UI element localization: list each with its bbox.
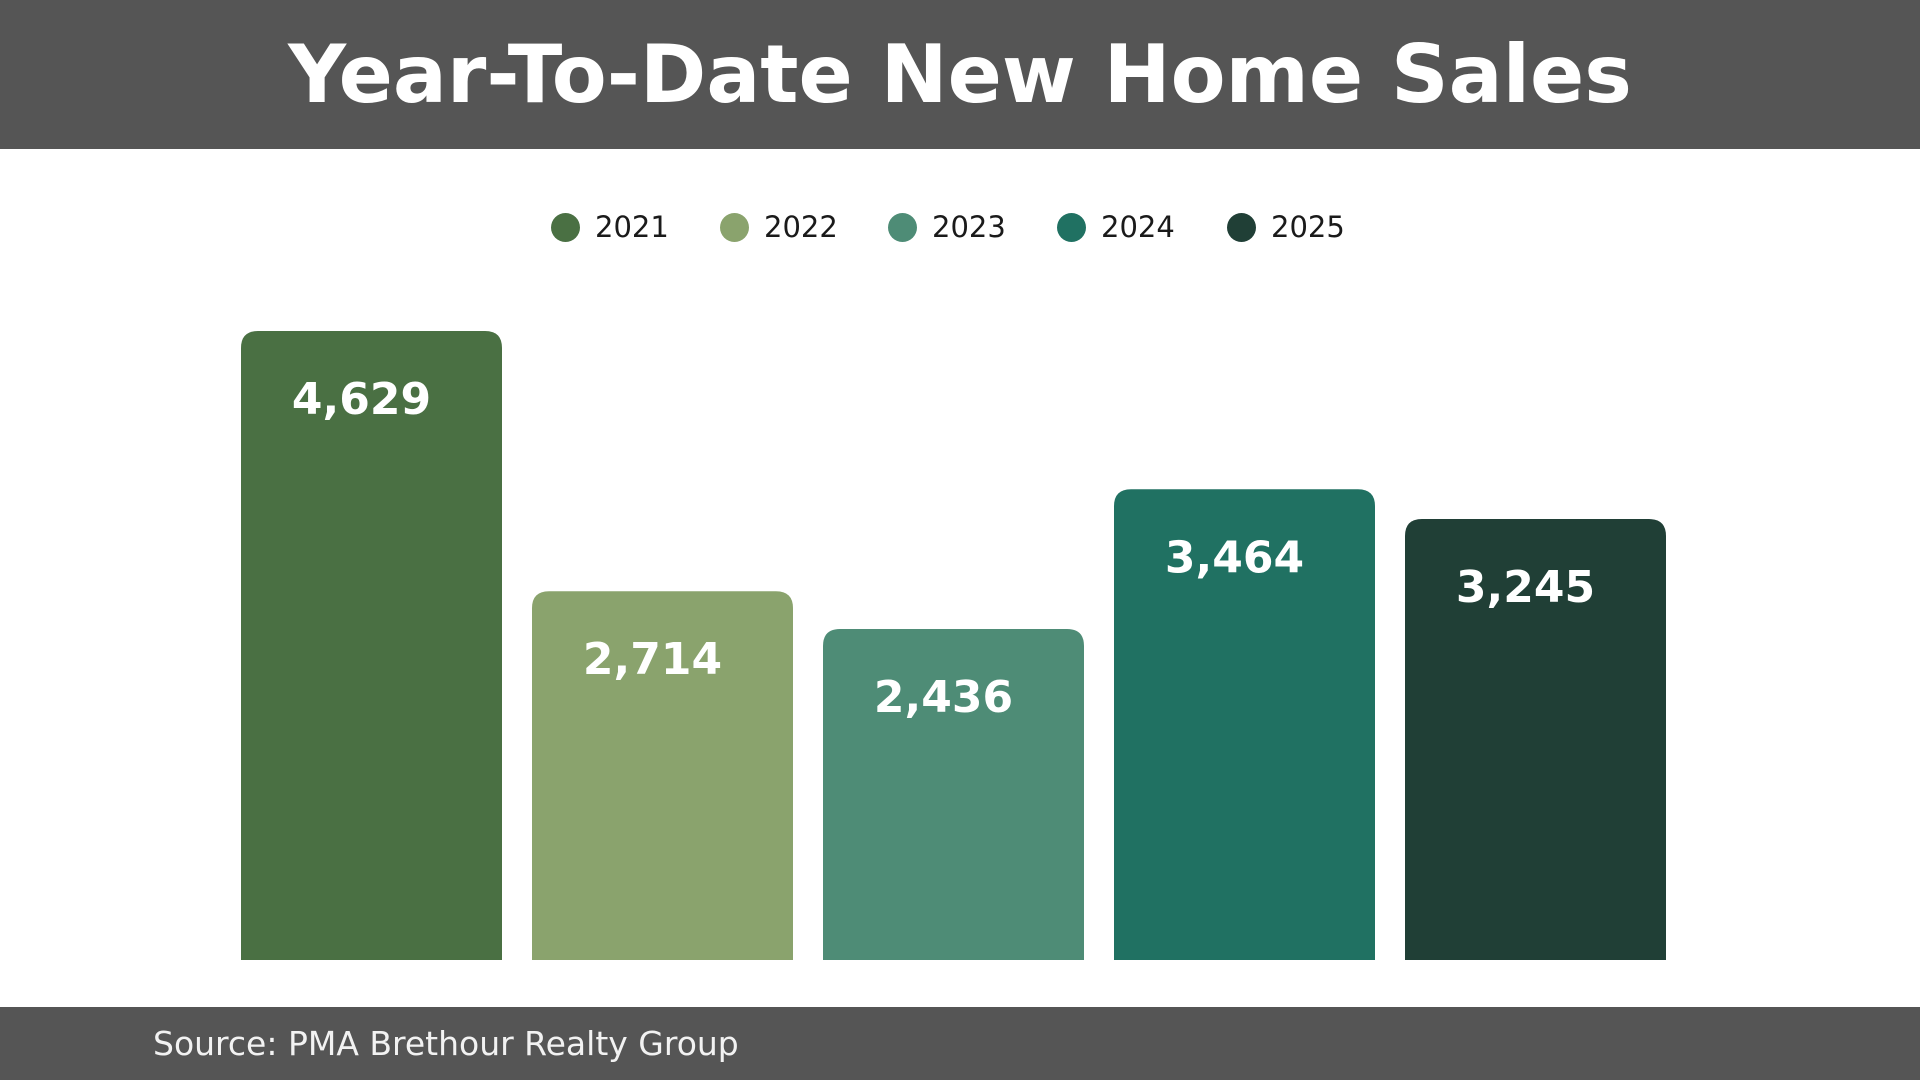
bar-2025 — [1405, 519, 1666, 960]
source-note: Source: PMA Brethour Realty Group — [153, 1024, 739, 1063]
chart-title: Year-To-Date New Home Sales — [288, 27, 1632, 121]
legend-swatch-2021 — [551, 212, 580, 242]
bar-value-label-2021: 4,629 — [292, 374, 431, 425]
chart-header: Year-To-Date New Home Sales — [0, 0, 1920, 149]
legend-swatch-2024 — [1057, 212, 1086, 242]
chart-footer: Source: PMA Brethour Realty Group — [0, 1007, 1920, 1080]
legend-item-2024: 2024 — [1057, 205, 1175, 249]
legend-item-2021: 2021 — [551, 205, 669, 249]
bar-value-label-2023: 2,436 — [874, 672, 1013, 723]
bar-value-label-2024: 3,464 — [1165, 532, 1304, 583]
legend-item-2025: 2025 — [1227, 205, 1345, 249]
legend-label-2022: 2022 — [764, 210, 838, 244]
legend-item-2022: 2022 — [720, 205, 838, 249]
legend-label-2023: 2023 — [932, 210, 1006, 244]
bar-2024 — [1114, 489, 1375, 960]
legend-label-2024: 2024 — [1101, 210, 1175, 244]
legend-swatch-2025 — [1227, 212, 1256, 242]
legend-swatch-2022 — [720, 212, 749, 242]
legend-label-2025: 2025 — [1271, 210, 1345, 244]
bar-value-label-2025: 3,245 — [1456, 562, 1595, 613]
legend-swatch-2023 — [888, 212, 917, 242]
bar-2023 — [823, 628, 1084, 960]
bar-value-label-2022: 2,714 — [583, 634, 722, 685]
chart-legend: 2021 2022 2023 2024 2025 — [0, 205, 1920, 249]
bar-2021 — [241, 331, 502, 960]
bar-2022 — [532, 591, 793, 960]
legend-label-2021: 2021 — [595, 210, 669, 244]
legend-item-2023: 2023 — [888, 205, 1006, 249]
